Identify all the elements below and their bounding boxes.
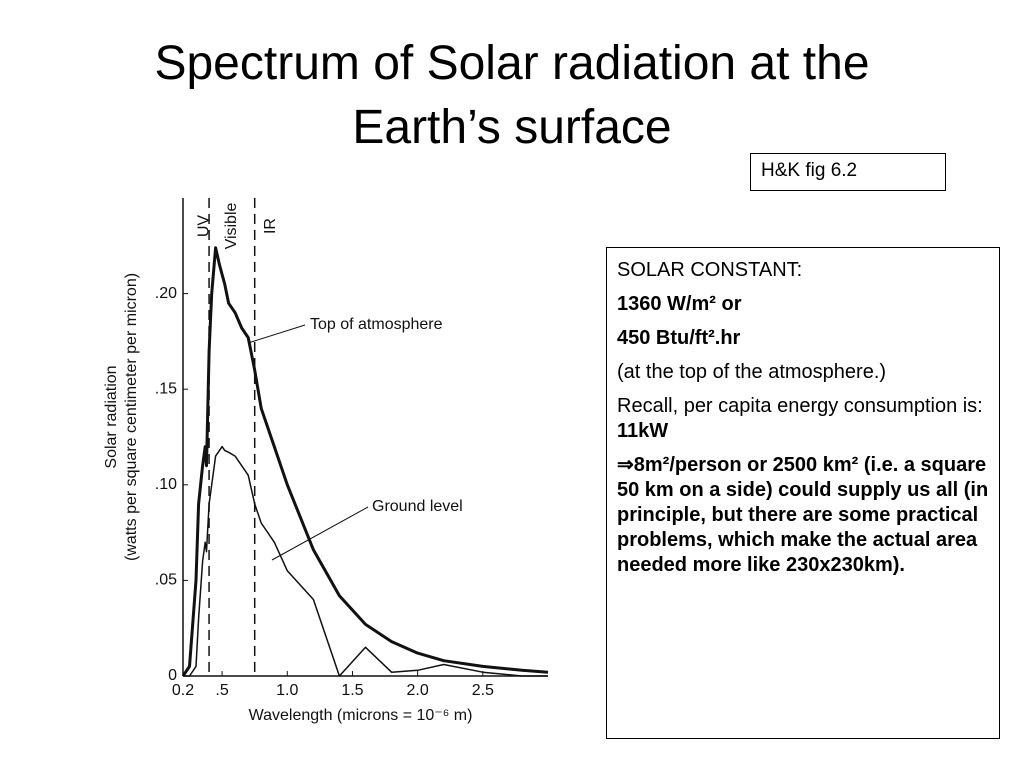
info-paragraph: (at the top of the atmosphere.) <box>617 360 989 385</box>
x-tick-label: .5 <box>215 682 228 699</box>
info-text: SOLAR CONSTANT: <box>617 259 803 281</box>
y-axis-label: Solar radiation <box>103 365 120 468</box>
info-paragraph: ⇒8m²/person or 2500 km² (i.e. a square 5… <box>617 453 989 578</box>
info-paragraph: 450 Btu/ft².hr <box>617 326 989 351</box>
slide-title: Spectrum of Solar radiation at the Earth… <box>0 32 1024 160</box>
region-label: Visible <box>223 202 240 249</box>
info-text: (at the top of the atmosphere.) <box>617 361 887 383</box>
info-paragraph: 1360 W/m² or <box>617 292 989 317</box>
info-paragraph: SOLAR CONSTANT: <box>617 258 989 283</box>
y-tick-label: .05 <box>155 572 177 589</box>
title-line: Spectrum of Solar radiation at the <box>154 37 870 90</box>
series-line <box>183 445 548 677</box>
x-axis-label: Wavelength (microns = 10⁻⁶ m) <box>249 707 473 724</box>
region-label: IR <box>262 218 279 234</box>
region-label: UV <box>195 215 212 238</box>
info-emphasis: 11kW <box>617 420 669 442</box>
info-box: SOLAR CONSTANT: 1360 W/m² or 450 Btu/ft².h… <box>606 247 1000 739</box>
info-text: ⇒8m²/person or 2500 km² (i.e. a square 5… <box>617 454 989 576</box>
info-text: 450 Btu/ft².hr <box>617 327 741 349</box>
x-tick-label: 2.5 <box>472 682 494 699</box>
info-text: 1360 W/m² or <box>617 293 742 315</box>
y-axis-label: (watts per square centimeter per micron) <box>123 273 140 561</box>
x-tick-label: 0.2 <box>172 682 194 699</box>
y-tick-label: .15 <box>155 380 177 397</box>
y-tick-label: .20 <box>155 285 177 302</box>
x-tick-label: 1.0 <box>276 682 298 699</box>
series-label: Ground level <box>372 498 463 515</box>
y-tick-label: 0 <box>168 667 177 684</box>
leader-line <box>247 324 306 344</box>
reference-box: H&K fig 6.2 <box>750 153 946 191</box>
y-tick-label: .10 <box>155 476 177 493</box>
x-tick-label: 1.5 <box>341 682 363 699</box>
leader-line <box>271 506 369 561</box>
title-line: Earth’s surface <box>352 101 672 154</box>
info-paragraph: Recall, per capita energy consumption is… <box>617 394 989 444</box>
series-label: Top of atmosphere <box>310 316 443 333</box>
x-tick-label: 2.0 <box>407 682 429 699</box>
series-line <box>181 246 549 677</box>
info-text: Recall, per capita energy consumption is… <box>617 395 983 417</box>
